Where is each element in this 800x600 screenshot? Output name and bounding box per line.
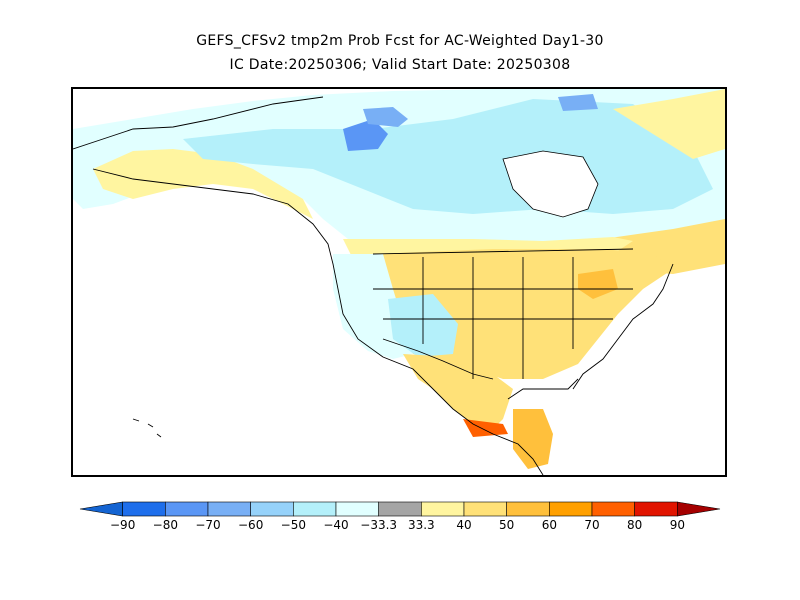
chart-subtitle: IC Date:20250306; Valid Start Date: 2025… — [229, 57, 571, 73]
mexico-warm — [403, 354, 513, 434]
cold-spot-3 — [558, 94, 598, 111]
colorbar-label: −80 — [153, 518, 178, 532]
colorbar-cell — [250, 501, 294, 517]
colorbar-cell — [677, 501, 721, 517]
colorbar-cell — [421, 501, 465, 517]
colorbar-label: −50 — [281, 518, 306, 532]
chart-title: GEFS_CFSv2 tmp2m Prob Fcst for AC-Weight… — [196, 33, 604, 49]
colorbar: −90 −80 −70 −60 −50 −40 −33.3 33.3 40 50 60 70 80 90 — [79, 501, 721, 532]
colorbar-label: −40 — [323, 518, 348, 532]
colorbar-cell — [207, 501, 251, 517]
colorbar-label: 50 — [499, 518, 514, 532]
colorbar-label: −70 — [195, 518, 220, 532]
colorbar-cell — [378, 501, 422, 517]
colorbar-cell — [122, 501, 166, 517]
colorbar-label: 60 — [542, 518, 557, 532]
colorbar-label: 90 — [670, 518, 685, 532]
alaska-yellow — [93, 149, 313, 219]
colorbar-cell — [335, 501, 379, 517]
colorbar-label: 40 — [456, 518, 471, 532]
colorbar-cell — [591, 501, 635, 517]
colorbar-label: 70 — [584, 518, 599, 532]
colorbar-cell — [634, 501, 678, 517]
colorbar-cell — [463, 501, 507, 517]
hudson-bay — [502, 150, 599, 218]
central-america-warm — [513, 409, 553, 469]
colorbar-label: −33.3 — [360, 518, 397, 532]
forecast-map — [71, 87, 727, 477]
colorbar-label: −60 — [238, 518, 263, 532]
colorbar-cell — [165, 501, 209, 517]
colorbar-label: −90 — [110, 518, 135, 532]
mexico-hotspot — [463, 419, 508, 437]
colorbar-cell — [506, 501, 550, 517]
coastlines — [73, 96, 674, 475]
colorbar-label: 80 — [627, 518, 642, 532]
colorbar-cell — [79, 501, 123, 517]
colorbar-label: 33.3 — [408, 518, 435, 532]
colorbar-cell — [293, 501, 337, 517]
labrador-yellow — [613, 89, 725, 159]
cold-spot-2 — [363, 107, 408, 127]
northeast-orange — [578, 269, 618, 299]
colorbar-cell — [549, 501, 593, 517]
cold-spot-1 — [343, 119, 388, 151]
